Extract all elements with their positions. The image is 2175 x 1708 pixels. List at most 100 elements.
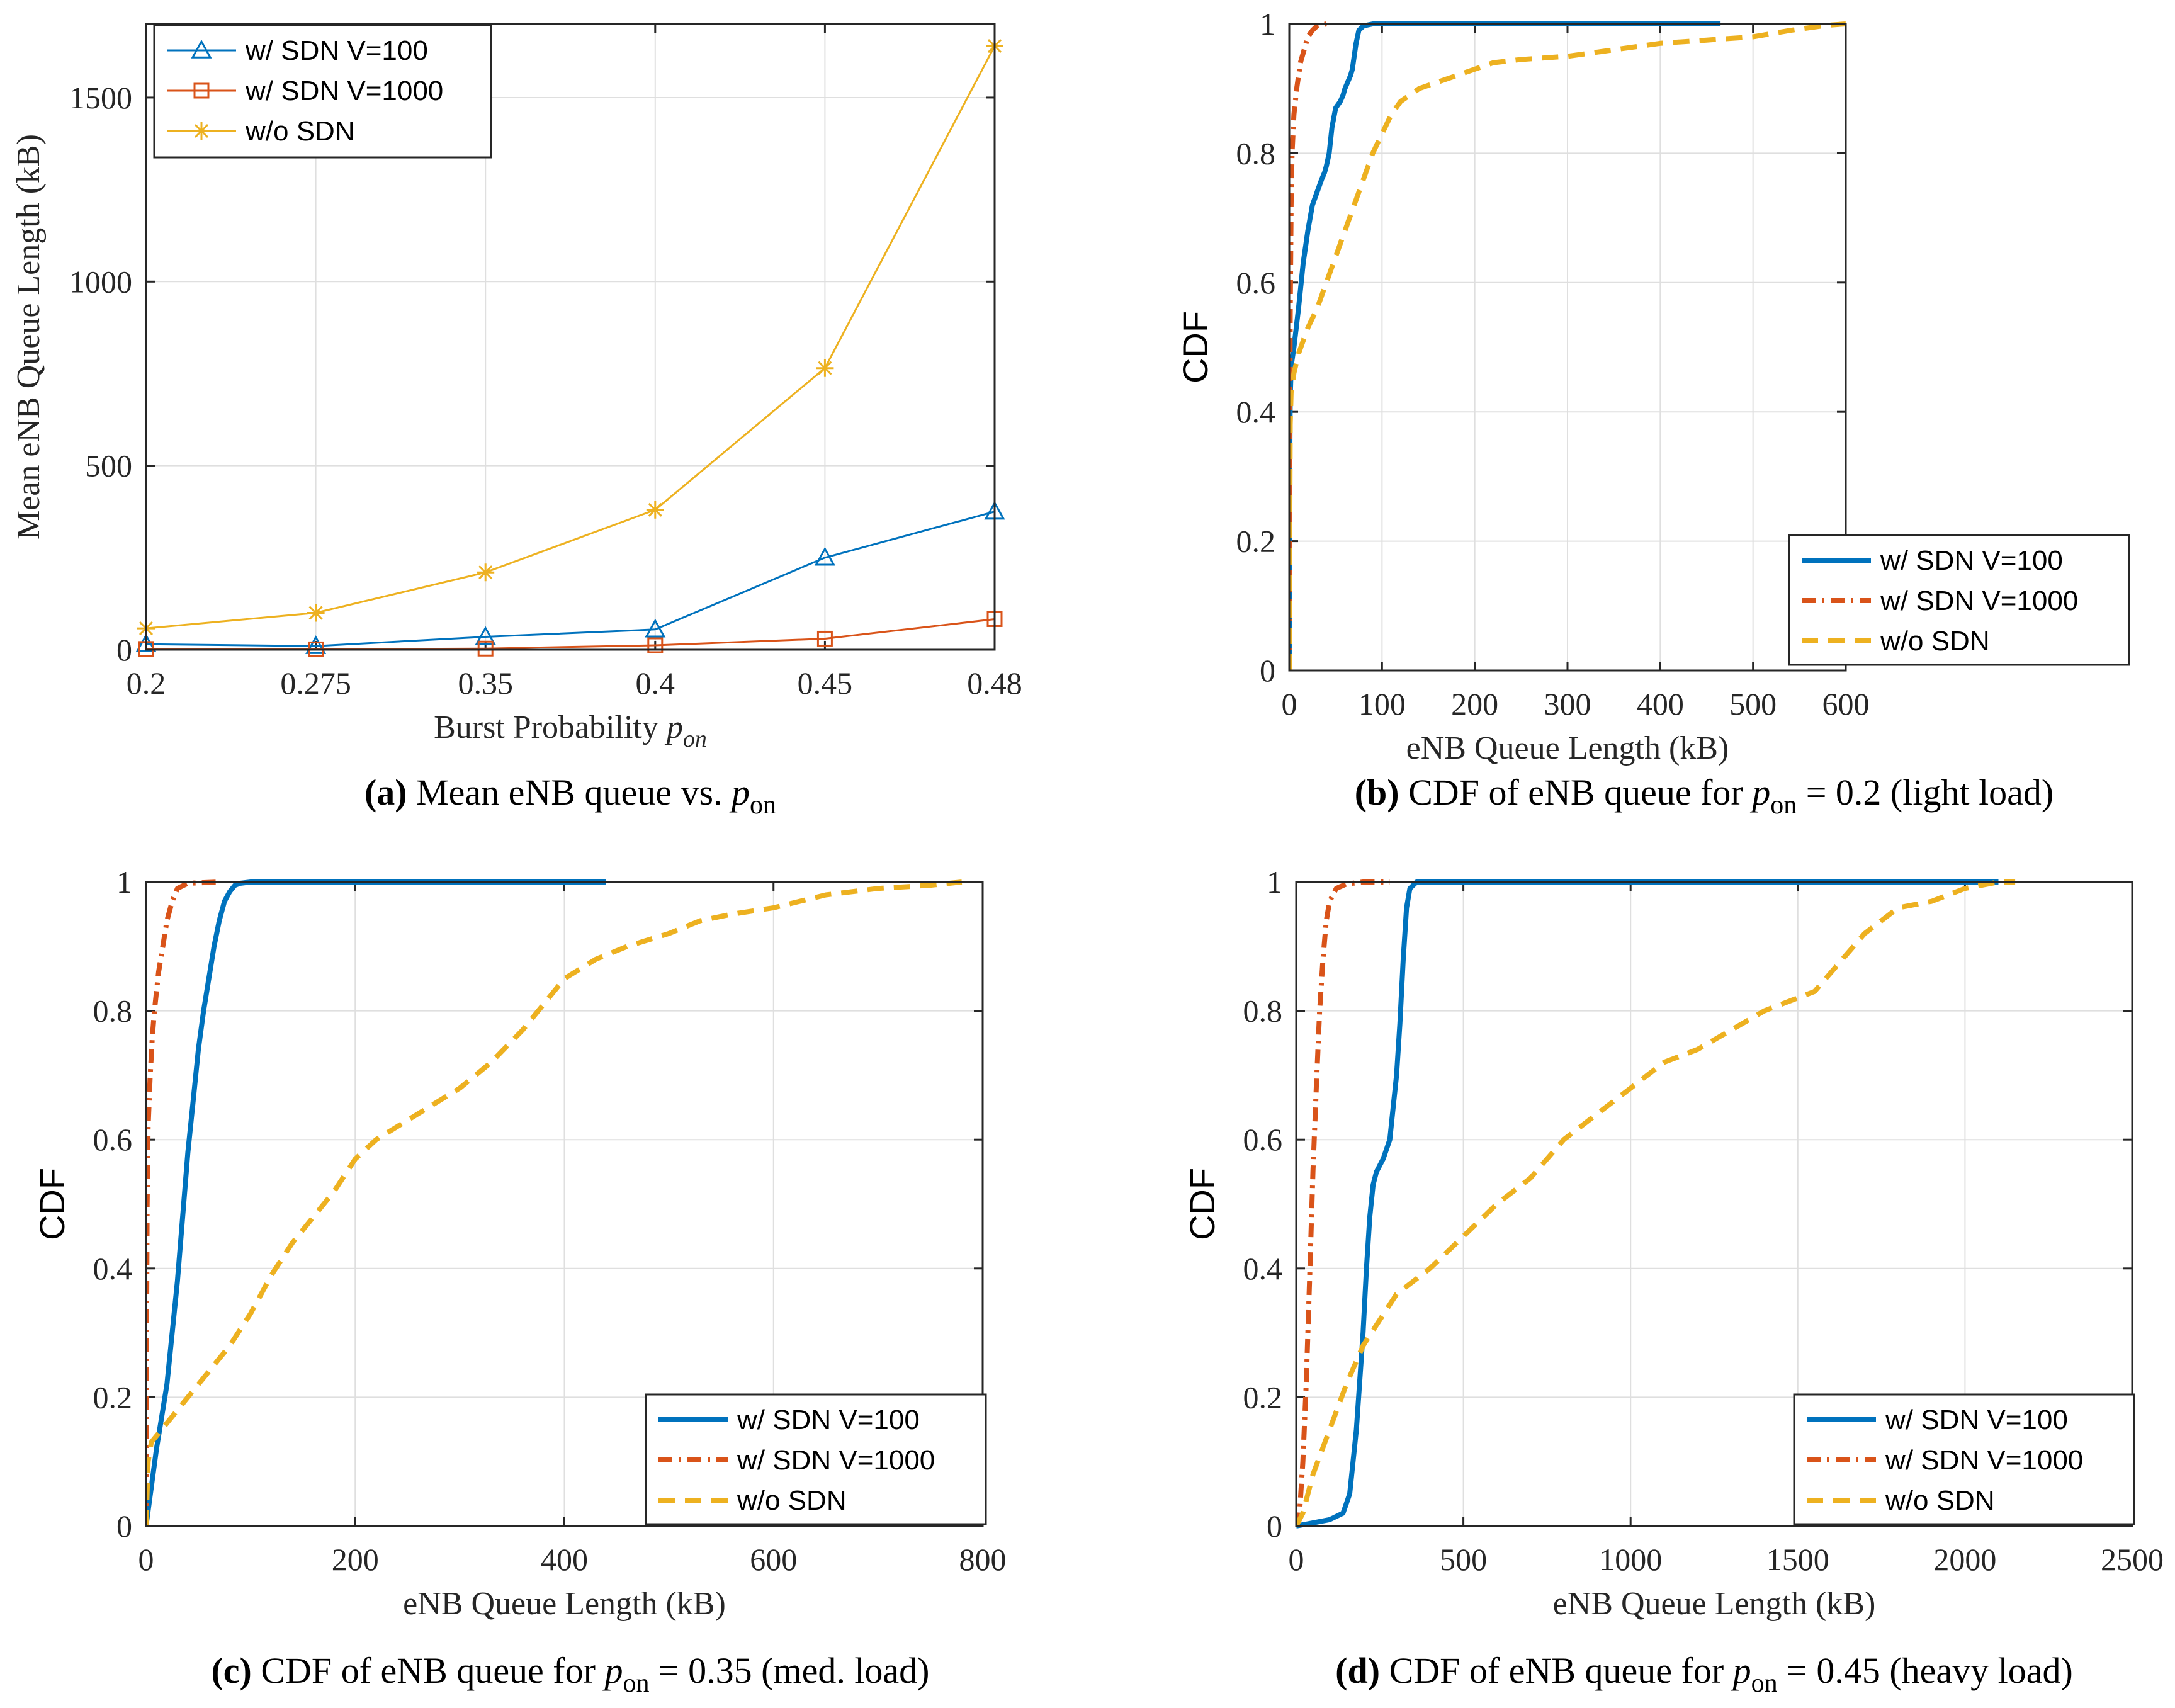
y-tick-label: 0 — [116, 632, 132, 667]
legend-label-3: w/o SDN — [1880, 626, 1990, 657]
x-tick-label: 0 — [1289, 1542, 1304, 1577]
y-tick-label: 1 — [1267, 864, 1282, 900]
data-point — [135, 633, 157, 652]
x-tick-label: 0.45 — [798, 665, 853, 701]
x-tick-label: 0 — [138, 1542, 154, 1577]
data-point — [816, 630, 833, 647]
series-line-1 — [1289, 21, 1721, 671]
x-axis-label: eNB Queue Length (kB) — [1553, 1586, 1876, 1622]
x-tick-label: 0.275 — [280, 665, 351, 701]
x-tick-label: 0.2 — [127, 665, 166, 701]
data-point — [816, 359, 834, 377]
x-tick-label: 200 — [332, 1542, 379, 1577]
legend: w/ SDN V=100 w/ SDN V=1000 w/o SDN — [1788, 534, 2130, 666]
axes-frame — [1295, 881, 2133, 1527]
y-tick-label: 0.6 — [93, 1122, 133, 1157]
legend-label-1: w/ SDN V=100 — [1880, 545, 2063, 576]
x-tick-label: 200 — [1451, 686, 1498, 721]
caption: (a) Mean eNB queue vs. pon — [364, 772, 776, 820]
x-tick-label: 0 — [1282, 686, 1297, 721]
x-tick-label: 500 — [1440, 1542, 1487, 1577]
data-point — [477, 640, 494, 657]
x-tick-label: 2500 — [2101, 1542, 2164, 1577]
y-axis-label: Mean eNB Queue Length (kB) — [11, 134, 47, 540]
y-tick-label: 0.4 — [93, 1251, 133, 1286]
x-axis-label: eNB Queue Length (kB) — [403, 1586, 726, 1622]
legend-box — [1793, 1393, 2135, 1525]
x-tick-label: 600 — [1822, 686, 1870, 721]
y-tick-label: 0.6 — [1243, 1122, 1283, 1157]
legend-box — [1788, 534, 2130, 666]
y-axis-label: CDF — [1182, 1168, 1222, 1240]
y-tick-label: 0 — [1267, 1508, 1282, 1544]
y-tick-label: 0 — [1260, 653, 1275, 688]
x-tick-label: 0.35 — [458, 665, 513, 701]
legend-label-2: w/ SDN V=1000 — [1880, 585, 2078, 616]
chart-panel-b: 0 100 200 300 400 500 600 0 0.2 0.4 0.6 0.8 1 eNB Que… — [1175, 6, 2130, 820]
y-tick-label: 0.4 — [1243, 1251, 1283, 1286]
x-tick-label: 2000 — [1933, 1542, 1996, 1577]
data-point — [475, 626, 496, 645]
y-tick-label: 500 — [85, 448, 132, 484]
axes-frame — [145, 881, 984, 1527]
y-tick-label: 1000 — [69, 264, 132, 299]
data-point — [814, 546, 835, 566]
data-point — [645, 618, 666, 638]
legend-label-3: w/o SDN — [737, 1485, 847, 1516]
x-tick-label: 400 — [1637, 686, 1684, 721]
chart-panel-c: 0 200 400 600 800 0 0.2 0.4 0.6 0.8 1 eNB Queue Len… — [32, 864, 1007, 1698]
legend: w/ SDN V=100 w/ SDN V=1000 w/o SDN — [645, 1393, 987, 1525]
y-tick-label: 0.4 — [1236, 394, 1276, 429]
legend-box — [645, 1393, 987, 1525]
legend: w/ SDN V=100 w/ SDN V=1000 w/o SDN — [1793, 1393, 2135, 1525]
x-axis-label: Burst Probability pon — [434, 710, 707, 752]
series-line-3 — [146, 45, 996, 630]
legend-marker — [191, 39, 212, 59]
x-tick-label: 600 — [750, 1542, 797, 1577]
legend-label-3: w/o SDN — [245, 116, 355, 147]
series-line-2 — [1296, 879, 1390, 1527]
x-tick-label: 0.4 — [636, 665, 675, 701]
legend-label-1: w/ SDN V=100 — [245, 35, 428, 66]
series-line-3 — [146, 879, 963, 1527]
data-point — [646, 501, 664, 519]
axes-frame — [1288, 23, 1847, 672]
y-axis-label: CDF — [1175, 311, 1215, 383]
x-tick-label: 800 — [959, 1542, 1007, 1577]
chart-panel-d: 0 500 1000 1500 2000 2500 0 0.2 0.4 0.6 0.8 1 eNB Qu… — [1182, 864, 2164, 1698]
series-line-3 — [1296, 879, 2016, 1527]
legend-label-2: w/ SDN V=1000 — [1885, 1445, 2083, 1476]
x-tick-label: 300 — [1544, 686, 1591, 721]
legend-label-2: w/ SDN V=1000 — [245, 76, 443, 106]
legend-marker — [193, 122, 210, 140]
legend-label-2: w/ SDN V=1000 — [737, 1445, 935, 1476]
y-tick-label: 0.8 — [1243, 993, 1283, 1029]
x-tick-label: 1500 — [1766, 1542, 1829, 1577]
series-line-3 — [1289, 21, 1846, 671]
y-tick-label: 0.8 — [1236, 135, 1276, 171]
y-tick-label: 1500 — [69, 80, 132, 115]
axes-frame — [145, 23, 996, 651]
y-tick-label: 0.2 — [1236, 524, 1276, 559]
y-tick-label: 0.2 — [1243, 1379, 1283, 1415]
x-axis-label: eNB Queue Length (kB) — [1406, 730, 1729, 766]
x-tick-label: 1000 — [1599, 1542, 1662, 1577]
legend-label-1: w/ SDN V=100 — [737, 1405, 920, 1435]
caption: (c) CDF of eNB queue for pon = 0.35 (med… — [211, 1650, 929, 1698]
y-tick-label: 0 — [116, 1508, 132, 1544]
data-point — [647, 637, 664, 653]
caption: (d) CDF of eNB queue for pon = 0.45 (hea… — [1335, 1650, 2073, 1698]
data-point — [307, 604, 325, 622]
x-tick-label: 400 — [541, 1542, 588, 1577]
x-tick-label: 500 — [1729, 686, 1777, 721]
data-point — [477, 563, 495, 582]
series-line-2 — [146, 879, 220, 1527]
y-tick-label: 0.6 — [1236, 265, 1276, 300]
series-line-1 — [146, 511, 995, 647]
x-tick-label: 0.48 — [967, 665, 1022, 701]
x-tick-label: 100 — [1359, 686, 1406, 721]
y-axis-label: CDF — [32, 1168, 72, 1240]
legend: w/ SDN V=100 w/ SDN V=1000 w/o SDN — [153, 24, 492, 159]
y-tick-label: 0.2 — [93, 1379, 133, 1415]
